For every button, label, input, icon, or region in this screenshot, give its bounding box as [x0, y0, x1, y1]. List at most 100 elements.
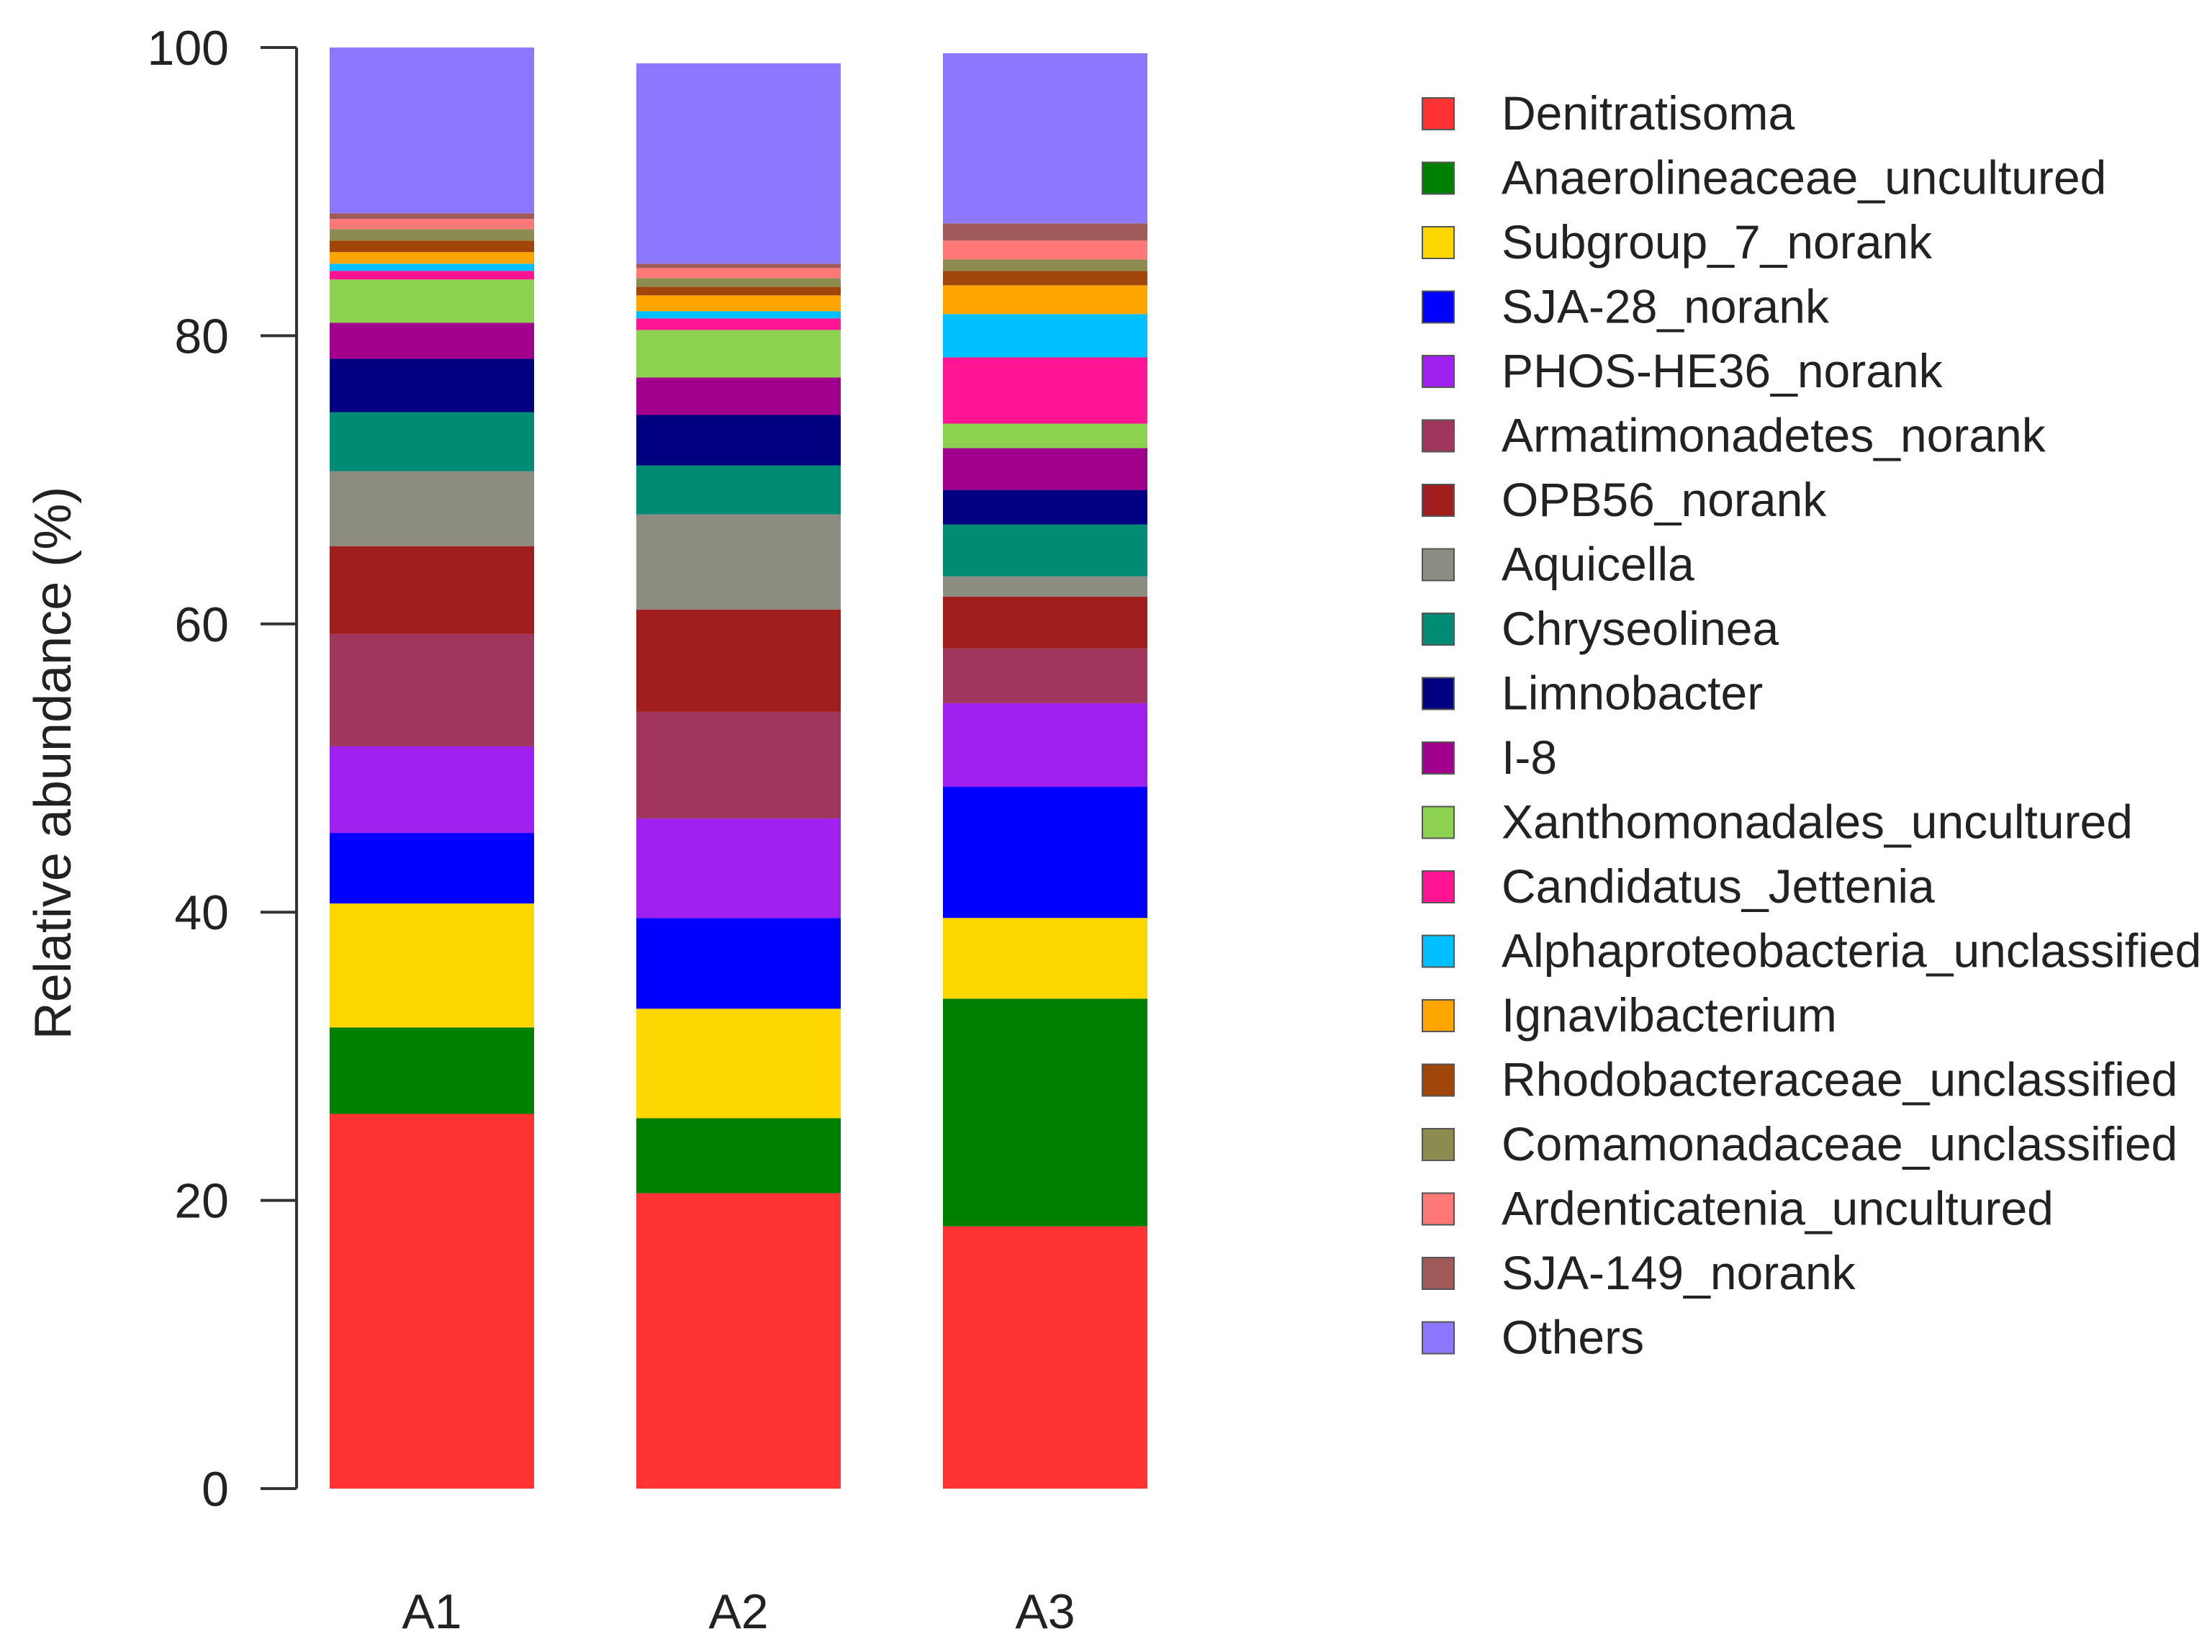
bar-segment — [330, 252, 534, 264]
legend-label: Candidatus_Jettenia — [1502, 859, 1935, 913]
x-axis-labels: A1 A2 A3 — [402, 1584, 1075, 1639]
bar-segment — [636, 63, 841, 264]
legend-label: Ardenticatenia_uncultured — [1502, 1182, 2054, 1235]
legend-label: Armatimonadetes_norank — [1502, 409, 2046, 462]
bar-segment — [330, 471, 534, 546]
bar-segment — [636, 818, 841, 918]
legend-item: Anaerolineaceae_uncultured — [1422, 151, 2106, 204]
bar-segment — [943, 918, 1147, 999]
bar-segment — [636, 263, 841, 268]
bar-segment — [943, 240, 1147, 260]
bar-segment — [636, 330, 841, 378]
legend-label: Aquicella — [1502, 538, 1694, 591]
bar-segment — [943, 357, 1147, 424]
legend-swatch — [1422, 484, 1455, 517]
bar-segment — [636, 1008, 841, 1119]
legend-swatch — [1422, 419, 1455, 453]
bar-segment — [636, 918, 841, 1009]
x-tick-label: A2 — [708, 1584, 768, 1639]
bar-segment — [636, 415, 841, 466]
bar-segment — [330, 48, 534, 214]
legend-swatch — [1422, 355, 1455, 388]
bar-segment — [636, 295, 841, 312]
legend-label: PHOS-HE36_norank — [1502, 344, 1944, 397]
bar-segment — [943, 1226, 1147, 1489]
legend-label: Comamonadaceae_unclassified — [1502, 1117, 2177, 1170]
legend-item: Ignavibacterium — [1422, 988, 1837, 1042]
bar-segment — [636, 465, 841, 515]
bar-segment — [943, 703, 1147, 787]
y-tick-label: 20 — [174, 1174, 229, 1229]
legend-item: Denitratisoma — [1422, 86, 1795, 140]
legend-label: Denitratisoma — [1502, 86, 1795, 140]
bar-segment — [330, 322, 534, 359]
legend-label: I-8 — [1502, 731, 1557, 784]
legend-swatch — [1422, 1257, 1455, 1290]
bar-segment — [943, 285, 1147, 315]
legend-swatch — [1422, 677, 1455, 710]
legend-item: Alphaproteobacteria_unclassified — [1422, 924, 2201, 978]
legend-swatch — [1422, 613, 1455, 646]
bar-stack-A2 — [636, 63, 841, 1489]
bar-segment — [330, 546, 534, 634]
legend-item: Comamonadaceae_unclassified — [1422, 1117, 2177, 1170]
y-tick-label: 60 — [174, 597, 229, 652]
bar-segment — [636, 268, 841, 279]
legend-item: Aquicella — [1422, 538, 1694, 591]
legend-swatch — [1422, 1321, 1455, 1355]
legend-swatch — [1422, 161, 1455, 195]
legend-swatch — [1422, 97, 1455, 130]
bar-segment — [943, 259, 1147, 271]
legend-swatch — [1422, 934, 1455, 968]
bar-segment — [636, 1118, 841, 1193]
legend-label: Subgroup_7_norank — [1502, 215, 1933, 268]
y-tick-label: 100 — [148, 21, 229, 76]
bar-segment — [330, 271, 534, 280]
legend-item: Rhodobacteraceae_unclassified — [1422, 1053, 2177, 1106]
bar-segment — [330, 358, 534, 412]
bar-segment — [943, 223, 1147, 241]
legend-swatch — [1422, 548, 1455, 582]
y-tick-label: 80 — [174, 309, 229, 364]
bar-segment — [636, 278, 841, 287]
legend-item: Chryseolinea — [1422, 602, 1779, 655]
bar-segment — [330, 229, 534, 241]
legend-item: PHOS-HE36_norank — [1422, 344, 1944, 397]
legend-item: Ardenticatenia_uncultured — [1422, 1182, 2054, 1235]
legend-label: Alphaproteobacteria_unclassified — [1502, 924, 2201, 978]
legend-swatch — [1422, 226, 1455, 259]
legend-item: OPB56_norank — [1422, 473, 1827, 526]
bar-segment — [943, 448, 1147, 490]
legend-swatch — [1422, 290, 1455, 324]
bar-segment — [330, 219, 534, 230]
bars — [330, 48, 1147, 1489]
x-tick-label: A3 — [1015, 1584, 1075, 1639]
legend-item: I-8 — [1422, 731, 1557, 784]
legend-item: SJA-149_norank — [1422, 1246, 1856, 1299]
bar-segment — [330, 633, 534, 746]
legend-swatch — [1422, 870, 1455, 903]
legend-item: Xanthomonadales_uncultured — [1422, 795, 2133, 849]
bar-segment — [330, 279, 534, 323]
bar-segment — [330, 1027, 534, 1114]
bar-segment — [330, 263, 534, 271]
legend-label: SJA-149_norank — [1502, 1246, 1856, 1299]
legend-label: Others — [1502, 1311, 1644, 1364]
bar-segment — [943, 423, 1147, 448]
legend-swatch — [1422, 1063, 1455, 1097]
legend-label: Rhodobacteraceae_unclassified — [1502, 1053, 2177, 1106]
bar-stack-A3 — [943, 53, 1147, 1489]
legend-item: SJA-28_norank — [1422, 280, 1830, 333]
legend-item: Armatimonadetes_norank — [1422, 409, 2046, 462]
legend-swatch — [1422, 805, 1455, 839]
bar-segment — [943, 787, 1147, 918]
bar-segment — [330, 412, 534, 471]
bar-segment — [330, 240, 534, 253]
legend-swatch — [1422, 741, 1455, 775]
bar-segment — [943, 271, 1147, 286]
x-tick-label: A1 — [402, 1584, 461, 1639]
legend-label: OPB56_norank — [1502, 473, 1827, 526]
bar-segment — [330, 833, 534, 904]
bar-segment — [636, 377, 841, 415]
